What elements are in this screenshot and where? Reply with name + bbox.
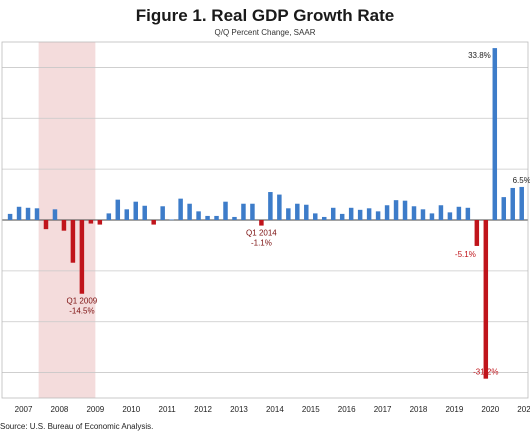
- x-tick-label: 2021: [517, 405, 530, 414]
- bar-2020Q3: [492, 48, 498, 220]
- x-tick-labels-layer: 2007 2008 2009 2010 2011 2012 2013 2014 2015 2016…: [15, 405, 530, 414]
- bar-2015Q3: [313, 213, 318, 220]
- bar-2020Q1: [474, 220, 480, 246]
- x-tick-label: 2012: [194, 405, 212, 414]
- bar-2014Q1: [259, 220, 264, 226]
- bar-2015Q2: [304, 204, 309, 220]
- bar-2016Q2: [339, 213, 345, 220]
- bar-2012Q2: [196, 211, 201, 220]
- bar-2017Q4: [393, 200, 399, 220]
- bar-2021Q1: [510, 187, 515, 220]
- bar-2012Q4: [214, 215, 219, 220]
- plot-frame: [1, 41, 529, 399]
- x-tick-label: 2018: [410, 405, 428, 414]
- data-label: 6.5%: [513, 176, 530, 185]
- x-tick-label: 2010: [122, 405, 140, 414]
- data-label: -31.2%: [473, 368, 498, 377]
- x-tick-label: 2019: [445, 405, 463, 414]
- bar-2012Q1: [187, 203, 192, 220]
- bar-2020Q2: [483, 220, 489, 379]
- x-tick-label: 2013: [230, 405, 248, 414]
- bar-2007Q3: [25, 207, 31, 220]
- data-label: -5.1%: [455, 250, 476, 259]
- bar-2017Q2: [375, 211, 381, 220]
- x-tick-label: 2011: [159, 405, 177, 414]
- source-note: Source: U.S. Bureau of Economic Analysis…: [0, 422, 154, 431]
- bar-2018Q3: [420, 209, 426, 220]
- bar-2013Q3: [241, 203, 246, 220]
- x-tick-label: 2020: [481, 405, 499, 414]
- bar-2013Q1: [223, 201, 228, 220]
- bar-2016Q1: [330, 207, 336, 220]
- bar-2011Q4: [178, 198, 183, 220]
- bar-2016Q3: [348, 207, 354, 220]
- bar-2014Q3: [277, 194, 282, 220]
- bar-2017Q3: [384, 205, 390, 220]
- bar-2018Q1: [402, 200, 408, 220]
- bar-2011Q2: [160, 206, 165, 220]
- bar-2007Q4: [34, 208, 40, 220]
- bar-2018Q4: [429, 213, 435, 220]
- gridlines-layer: [1, 41, 529, 399]
- bar-2010Q3: [133, 201, 138, 220]
- x-tick-label: 2007: [15, 405, 33, 414]
- bar-2009Q3: [97, 220, 103, 225]
- bar-2016Q4: [357, 209, 363, 220]
- annotations-layer: Q1 2009-14.5% Q1 2014-1.1% -5.1% -31.2% 33.8…: [67, 51, 530, 377]
- bar-2007Q1: [7, 213, 13, 220]
- bar-2008Q3: [61, 220, 67, 231]
- data-label: -1.1%: [251, 239, 272, 248]
- bar-2015Q4: [321, 216, 327, 220]
- x-tick-label: 2014: [266, 405, 284, 414]
- bar-2007Q2: [16, 206, 22, 220]
- bar-2012Q3: [205, 215, 210, 220]
- bar-2021Q2: [519, 186, 524, 220]
- bar-2008Q4: [70, 220, 76, 263]
- chart-title: Figure 1. Real GDP Growth Rate: [135, 6, 395, 25]
- x-tick-label: 2015: [302, 405, 320, 414]
- bar-2010Q4: [142, 205, 147, 220]
- bar-2019Q4: [465, 207, 471, 220]
- bar-2020Q4: [501, 197, 507, 220]
- bar-2009Q4: [106, 213, 112, 220]
- bar-2013Q4: [250, 203, 255, 220]
- bar-2009Q1: [79, 220, 85, 294]
- bar-2011Q1: [151, 220, 156, 225]
- data-label: Q1 2009: [67, 297, 98, 306]
- x-tick-label: 2009: [86, 405, 104, 414]
- bar-2015Q1: [295, 203, 300, 220]
- bar-2014Q4: [286, 208, 291, 220]
- bar-2018Q2: [411, 206, 417, 220]
- x-tick-label: 2016: [338, 405, 356, 414]
- bar-2011Q3: [169, 219, 174, 221]
- bar-2019Q3: [456, 206, 462, 220]
- bar-2013Q2: [232, 216, 237, 220]
- bar-2009Q2: [88, 220, 94, 224]
- bar-2010Q1: [115, 199, 121, 220]
- data-label: -14.5%: [69, 307, 94, 316]
- bars-layer: [7, 48, 524, 379]
- x-tick-label: 2008: [51, 405, 69, 414]
- x-tick-label: 2017: [374, 405, 392, 414]
- data-label: 33.8%: [468, 51, 491, 60]
- gdp-bar-chart: 2007 2008 2009 2010 2011 2012 2013 2014 2015 2016…: [1, 41, 530, 414]
- bar-2017Q1: [366, 208, 372, 220]
- bar-2010Q2: [124, 209, 130, 220]
- chart-subtitle: Q/Q Percent Change, SAAR: [214, 28, 316, 37]
- bar-2019Q1: [438, 205, 444, 220]
- bar-2014Q2: [268, 192, 273, 220]
- bar-2008Q2: [52, 209, 58, 220]
- bar-2019Q2: [447, 212, 453, 220]
- data-label: Q1 2014: [246, 229, 277, 238]
- bar-2008Q1: [43, 220, 49, 230]
